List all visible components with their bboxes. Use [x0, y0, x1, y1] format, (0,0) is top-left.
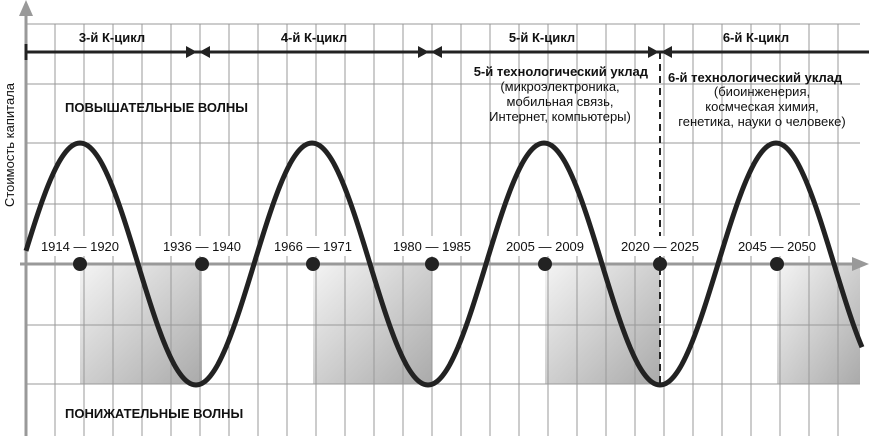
period-bg [158, 236, 246, 256]
period-label: 2020 — 2025 [621, 239, 699, 254]
period-label: 1914 — 1920 [41, 239, 119, 254]
cycle-arrow [648, 46, 659, 58]
tech-line: генетика, науки о человеке) [678, 114, 845, 129]
cycle-arrow [199, 46, 210, 58]
up-label: ПОВЫШАТЕЛЬНЫЕ ВОЛНЫ [65, 100, 248, 115]
period-label: 1980 — 1985 [393, 239, 471, 254]
period-dot [653, 257, 667, 271]
cycle-label: 5-й К-цикл [509, 30, 575, 45]
shade [777, 264, 860, 384]
cycle-arrow [186, 46, 197, 58]
period-bg [616, 236, 704, 256]
cycle-arrow [661, 46, 672, 58]
period-dot [538, 257, 552, 271]
tech-title: 5-й технологический уклад [474, 64, 649, 79]
wave [23, 140, 865, 388]
period-bg [388, 236, 476, 256]
period-bg [733, 236, 821, 256]
tech-title: 6-й технологический уклад [668, 70, 843, 85]
period-dot [195, 257, 209, 271]
period-dot [770, 257, 784, 271]
period-label: 2005 — 2009 [506, 239, 584, 254]
cycle-label: 6-й К-цикл [723, 30, 789, 45]
period-bg [269, 236, 357, 256]
period-dot [73, 257, 87, 271]
period-dot [306, 257, 320, 271]
period-bg [501, 236, 589, 256]
cycle-arrow [418, 46, 429, 58]
tech-line: (микроэлектроника, [500, 79, 619, 94]
period-label: 2045 — 2050 [738, 239, 816, 254]
period-bg [36, 236, 124, 256]
y-arrow [19, 0, 33, 16]
down-label: ПОНИЖАТЕЛЬНЫЕ ВОЛНЫ [65, 406, 243, 421]
x-arrow [852, 257, 869, 271]
tech-line: космческая химия, [705, 99, 818, 114]
shade [545, 264, 660, 384]
shade [80, 264, 202, 384]
cycle-label: 4-й К-цикл [281, 30, 347, 45]
cycle-arrow [431, 46, 442, 58]
shade [313, 264, 432, 384]
axis-label: Стоимость капитала [2, 82, 17, 207]
tech-line: (биоинженерия, [714, 84, 810, 99]
period-dot [425, 257, 439, 271]
period-label: 1966 — 1971 [274, 239, 352, 254]
tech-line: Интернет, компьютеры) [489, 109, 631, 124]
period-label: 1936 — 1940 [163, 239, 241, 254]
tech-line: мобильная связь, [507, 94, 614, 109]
cycle-label: 3-й К-цикл [79, 30, 145, 45]
